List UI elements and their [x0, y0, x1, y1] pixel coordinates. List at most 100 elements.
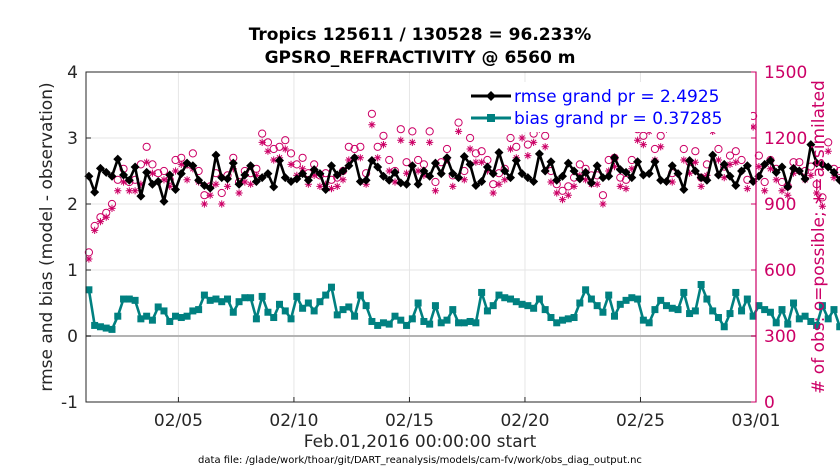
obs-assimilated-point [639, 141, 647, 149]
rmse-series-point [95, 163, 105, 173]
bias-series-point [639, 316, 647, 324]
bias-series-point [466, 317, 474, 325]
rmse-series-point [344, 161, 354, 171]
bias-series-point [148, 316, 156, 324]
obs-assimilated-point [258, 138, 266, 146]
bias-series-point [460, 319, 468, 327]
bias-series-point [131, 296, 139, 304]
obs-assimilated-point [547, 178, 555, 186]
rmse-series-point [176, 169, 186, 179]
y-tick-label: 3 [67, 129, 78, 149]
bias-series-point [697, 281, 705, 289]
x-tick-label: 02/20 [500, 411, 549, 431]
obs-assimilated-point [316, 182, 324, 190]
bias-series-point [379, 319, 387, 327]
obs-assimilated-point [287, 160, 295, 168]
rmse-series-point [679, 184, 689, 194]
obs-assimilated-point [345, 156, 353, 164]
rmse-series-point [540, 166, 550, 176]
bias-series-point [137, 315, 145, 323]
rmse-series-point [829, 167, 839, 177]
obs-assimilated-point [553, 189, 561, 197]
rmse-series-point [124, 175, 134, 185]
bias-series-point [206, 296, 214, 304]
bias-series-point [218, 298, 226, 306]
obs-assimilated-point [223, 182, 232, 190]
obs-possible-point [425, 127, 434, 136]
rmse-series-point [153, 177, 163, 187]
obs-assimilated-point [108, 204, 116, 212]
obs-assimilated-point [761, 187, 769, 195]
bias-series-point [622, 296, 630, 304]
obs-assimilated-point [766, 165, 775, 173]
rmse-series-point [488, 169, 498, 179]
obs-possible-point [818, 193, 827, 202]
x-tick-label: 02/05 [154, 411, 203, 431]
rmse-series-point [586, 178, 596, 188]
y-right-tick-label: 0 [764, 393, 775, 413]
x-tick-label: 02/10 [269, 411, 318, 431]
rmse-series-point [171, 184, 181, 194]
obs-assimilated-point [148, 169, 157, 177]
bias-series-point [616, 300, 624, 308]
obs-possible-point [379, 131, 388, 140]
bias-series-point [189, 307, 197, 315]
obs-assimilated-point [160, 176, 168, 184]
legend-bias-label: bias grand pr = 0.37285 [514, 109, 723, 129]
rmse-series-point [234, 179, 244, 189]
bias-series-point [339, 306, 347, 314]
rmse-series-point [506, 173, 516, 183]
obs-assimilated-point [789, 169, 798, 177]
obs-assimilated-point [414, 167, 422, 175]
obs-assimilated-point [726, 160, 734, 168]
obs-assimilated-point [166, 182, 174, 190]
bias-series-point [576, 299, 584, 307]
bias-series-point [518, 300, 526, 308]
obs-assimilated-point [252, 171, 260, 179]
bias-series-point [293, 292, 301, 300]
bias-series-point [362, 302, 370, 310]
obs-possible-point [286, 149, 296, 158]
bias-series-point [564, 315, 572, 323]
chart-title-line2: GPSRO_REFRACTIVITY @ 6560 m [265, 48, 576, 68]
bias-series-point [709, 307, 717, 315]
obs-assimilated-point [408, 138, 416, 146]
obs-assimilated-point [379, 141, 388, 149]
rmse-series-point [350, 153, 360, 163]
y-right-tick-label: 300 [764, 327, 796, 347]
y-tick-label: 1 [67, 261, 78, 281]
bias-series-point [403, 321, 411, 329]
bias-series-point [726, 310, 734, 318]
bias-series-point [102, 324, 110, 332]
bias-series-point [235, 298, 243, 306]
obs-possible-point [824, 138, 833, 147]
rmse-series-point [113, 154, 123, 164]
obs-assimilated-point [131, 187, 139, 195]
rmse-series-point [777, 162, 787, 172]
rmse-series-point [558, 171, 568, 181]
rmse-series-point [529, 177, 539, 187]
bias-series-point [610, 312, 618, 320]
rmse-series-point [188, 161, 198, 171]
bias-series-point [657, 296, 665, 304]
bias-series-point [628, 294, 636, 302]
bias-series-point [327, 283, 335, 291]
obs-assimilated-point [264, 147, 272, 155]
obs-assimilated-point [177, 160, 185, 168]
bias-series-point [495, 291, 503, 299]
x-tick-label: 02/25 [616, 411, 665, 431]
obs-assimilated-point [298, 165, 307, 173]
rmse-series-point [361, 175, 371, 185]
rmse-series-point [685, 155, 695, 165]
rmse-series-point [298, 169, 308, 179]
obs-assimilated-point [114, 187, 122, 195]
y-right-tick-label: 600 [764, 261, 796, 281]
bias-series-point [524, 302, 532, 310]
obs-assimilated-point [200, 200, 209, 208]
bias-series-point [183, 312, 191, 320]
bias-series-point [472, 319, 480, 327]
rmse-series-point [107, 171, 117, 181]
bias-series-point [587, 295, 595, 303]
obs-assimilated-point [813, 189, 821, 197]
obs-assimilated-point [720, 174, 728, 182]
